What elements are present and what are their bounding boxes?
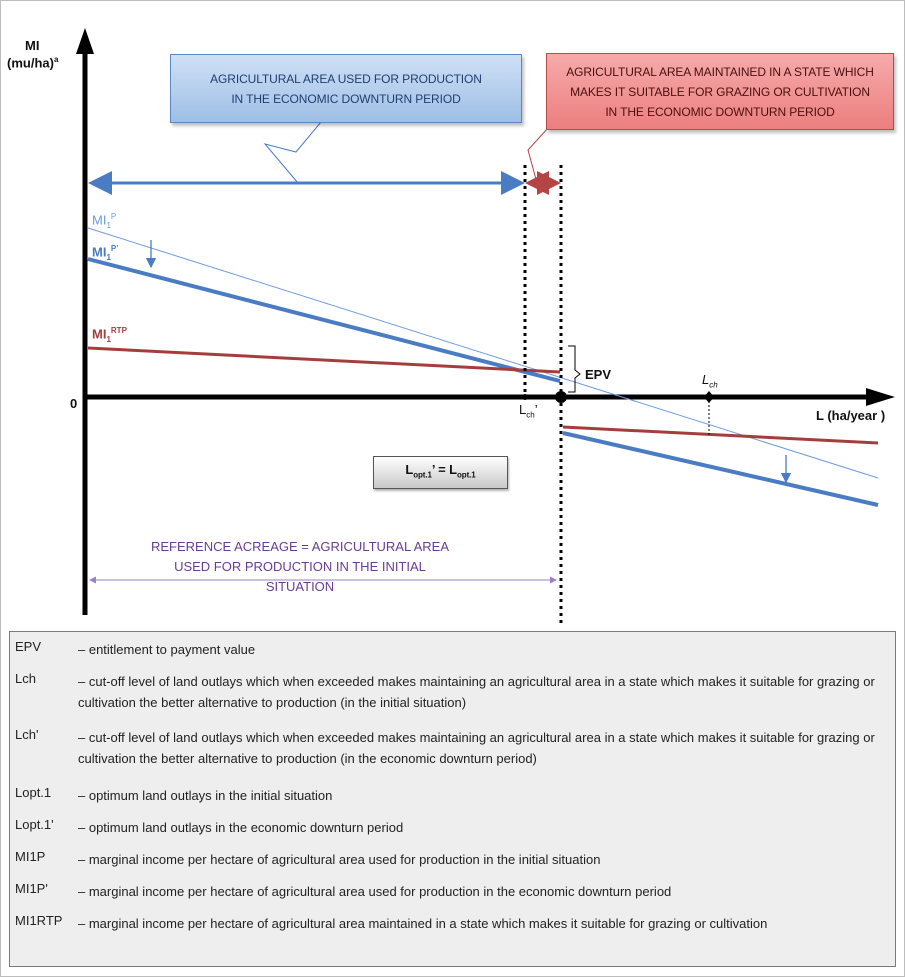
lopt-equality-box: Lopt.1’ = Lopt.1	[373, 456, 508, 489]
maintained-callout-line3: IN THE ECONOMIC DOWNTURN PERIOD	[605, 104, 835, 119]
mi1rtp-label-superscript: RTP	[110, 326, 127, 335]
maintained-callout-line1: AGRICULTURAL AREA MAINTAINED IN A STATE …	[566, 64, 874, 79]
legend-definition: – cut-off level of land outlays which wh…	[78, 730, 875, 766]
x-axis-label: L (ha/year )	[816, 408, 885, 423]
legend-term: Lch'	[15, 727, 39, 742]
mi1p-prime-label: MI1P’	[92, 244, 118, 262]
mi1rtp-line-right	[562, 425, 879, 445]
legend-box: EPV – entitlement to payment value Lch –…	[9, 631, 896, 967]
x-axis-label-prefix: L (	[816, 408, 832, 423]
reference-label-line2: USED FOR PRODUCTION IN THE INITIAL SITUA…	[174, 559, 426, 594]
reference-acreage-label: REFERENCE ACREAGE = AGRICULTURAL AREA US…	[150, 537, 450, 597]
legend-term: Lopt.1	[15, 785, 52, 800]
maintained-callout-line2: MAKES IT SUITABLE FOR GRAZING OR CULTIVA…	[570, 84, 870, 99]
lch-prime-label-mark: ’	[534, 402, 538, 417]
lch-prime-point	[522, 394, 528, 400]
mi1p-label-superscript: P	[110, 212, 117, 221]
lch-label: Lch	[702, 372, 718, 390]
mi1p-label-text: MI	[92, 212, 107, 228]
legend-definition: – marginal income per hectare of agricul…	[78, 916, 768, 931]
mi1rtp-line-left	[87, 346, 561, 374]
diagram-canvas	[76, 28, 895, 625]
mi1p-prime-line-left	[87, 257, 561, 383]
lch-prime-label-text: L	[519, 402, 527, 417]
y-axis-unit-text: (mu/ha)	[7, 55, 54, 71]
lopt-left-subscript: opt.1	[413, 470, 432, 480]
lch-label-subscript: ch	[709, 380, 718, 390]
mi1p-prime-label-subscript: 1	[106, 252, 111, 262]
legend-term: Lch	[15, 671, 36, 686]
production-callout-line2: IN THE ECONOMIC DOWNTURN PERIOD	[231, 91, 461, 106]
y-axis-unit: (mu/ha)a	[7, 55, 58, 70]
lopt-point	[555, 391, 567, 403]
legend-definition: – marginal income per hectare of agricul…	[78, 884, 672, 899]
production-callout-line1: AGRICULTURAL AREA USED FOR PRODUCTION	[210, 71, 482, 86]
mi1p-label: MI1P	[92, 212, 116, 230]
legend-definition: – entitlement to payment value	[78, 642, 256, 657]
lopt-right-subscript: opt.1	[457, 470, 476, 480]
origin-label: 0	[70, 396, 78, 411]
legend-term: MI1RTP	[15, 913, 63, 928]
epv-brace	[568, 345, 581, 393]
mi1p-prime-label-superscript: P’	[110, 244, 119, 253]
maintained-callout-connector	[527, 127, 549, 184]
y-axis-arrowhead	[76, 28, 94, 54]
x-axis-label-suffix: )	[877, 408, 886, 423]
maintained-area-callout: AGRICULTURAL AREA MAINTAINED IN A STATE …	[546, 53, 894, 130]
y-axis-label: MI	[25, 38, 39, 53]
lch-label-text: L	[702, 372, 710, 387]
legend-definition: – optimum land outlays in the initial si…	[78, 788, 333, 803]
mi1rtp-label: MI1RTP	[92, 326, 127, 344]
lch-point	[704, 391, 714, 403]
legend-definition: – marginal income per hectare of agricul…	[78, 852, 601, 867]
lch-prime-label-subscript: ch	[526, 410, 535, 420]
epv-label: EPV	[585, 367, 612, 382]
legend-definition: – optimum land outlays in the economic d…	[78, 820, 404, 835]
mi1rtp-label-subscript: 1	[106, 334, 111, 344]
legend-term: MI1P	[15, 849, 46, 864]
production-callout-connector	[263, 121, 322, 184]
x-axis-arrowhead	[866, 388, 895, 406]
mi1p-prime-line-right	[562, 431, 879, 507]
x-axis-label-unit: ha/year	[831, 408, 878, 423]
y-axis-label-text: MI	[25, 38, 40, 53]
legend-term: EPV	[15, 639, 42, 654]
production-area-callout: AGRICULTURAL AREA USED FOR PRODUCTION IN…	[170, 54, 522, 123]
mi1p-prime-label-text: MI	[92, 244, 107, 260]
y-axis-unit-superscript: a	[53, 55, 59, 64]
lopt-mid: ’ = L	[431, 461, 457, 477]
legend-term: Lopt.1'	[15, 817, 54, 832]
mi1p-label-subscript: 1	[106, 220, 111, 230]
reference-label-line1: REFERENCE ACREAGE = AGRICULTURAL AREA	[151, 539, 449, 554]
mi1rtp-label-text: MI	[92, 326, 107, 342]
legend-definition: – cut-off level of land outlays which wh…	[78, 674, 875, 710]
lch-prime-label: Lch’	[519, 402, 538, 420]
legend-term: MI1P'	[15, 881, 48, 896]
lopt-left: L	[405, 461, 414, 477]
